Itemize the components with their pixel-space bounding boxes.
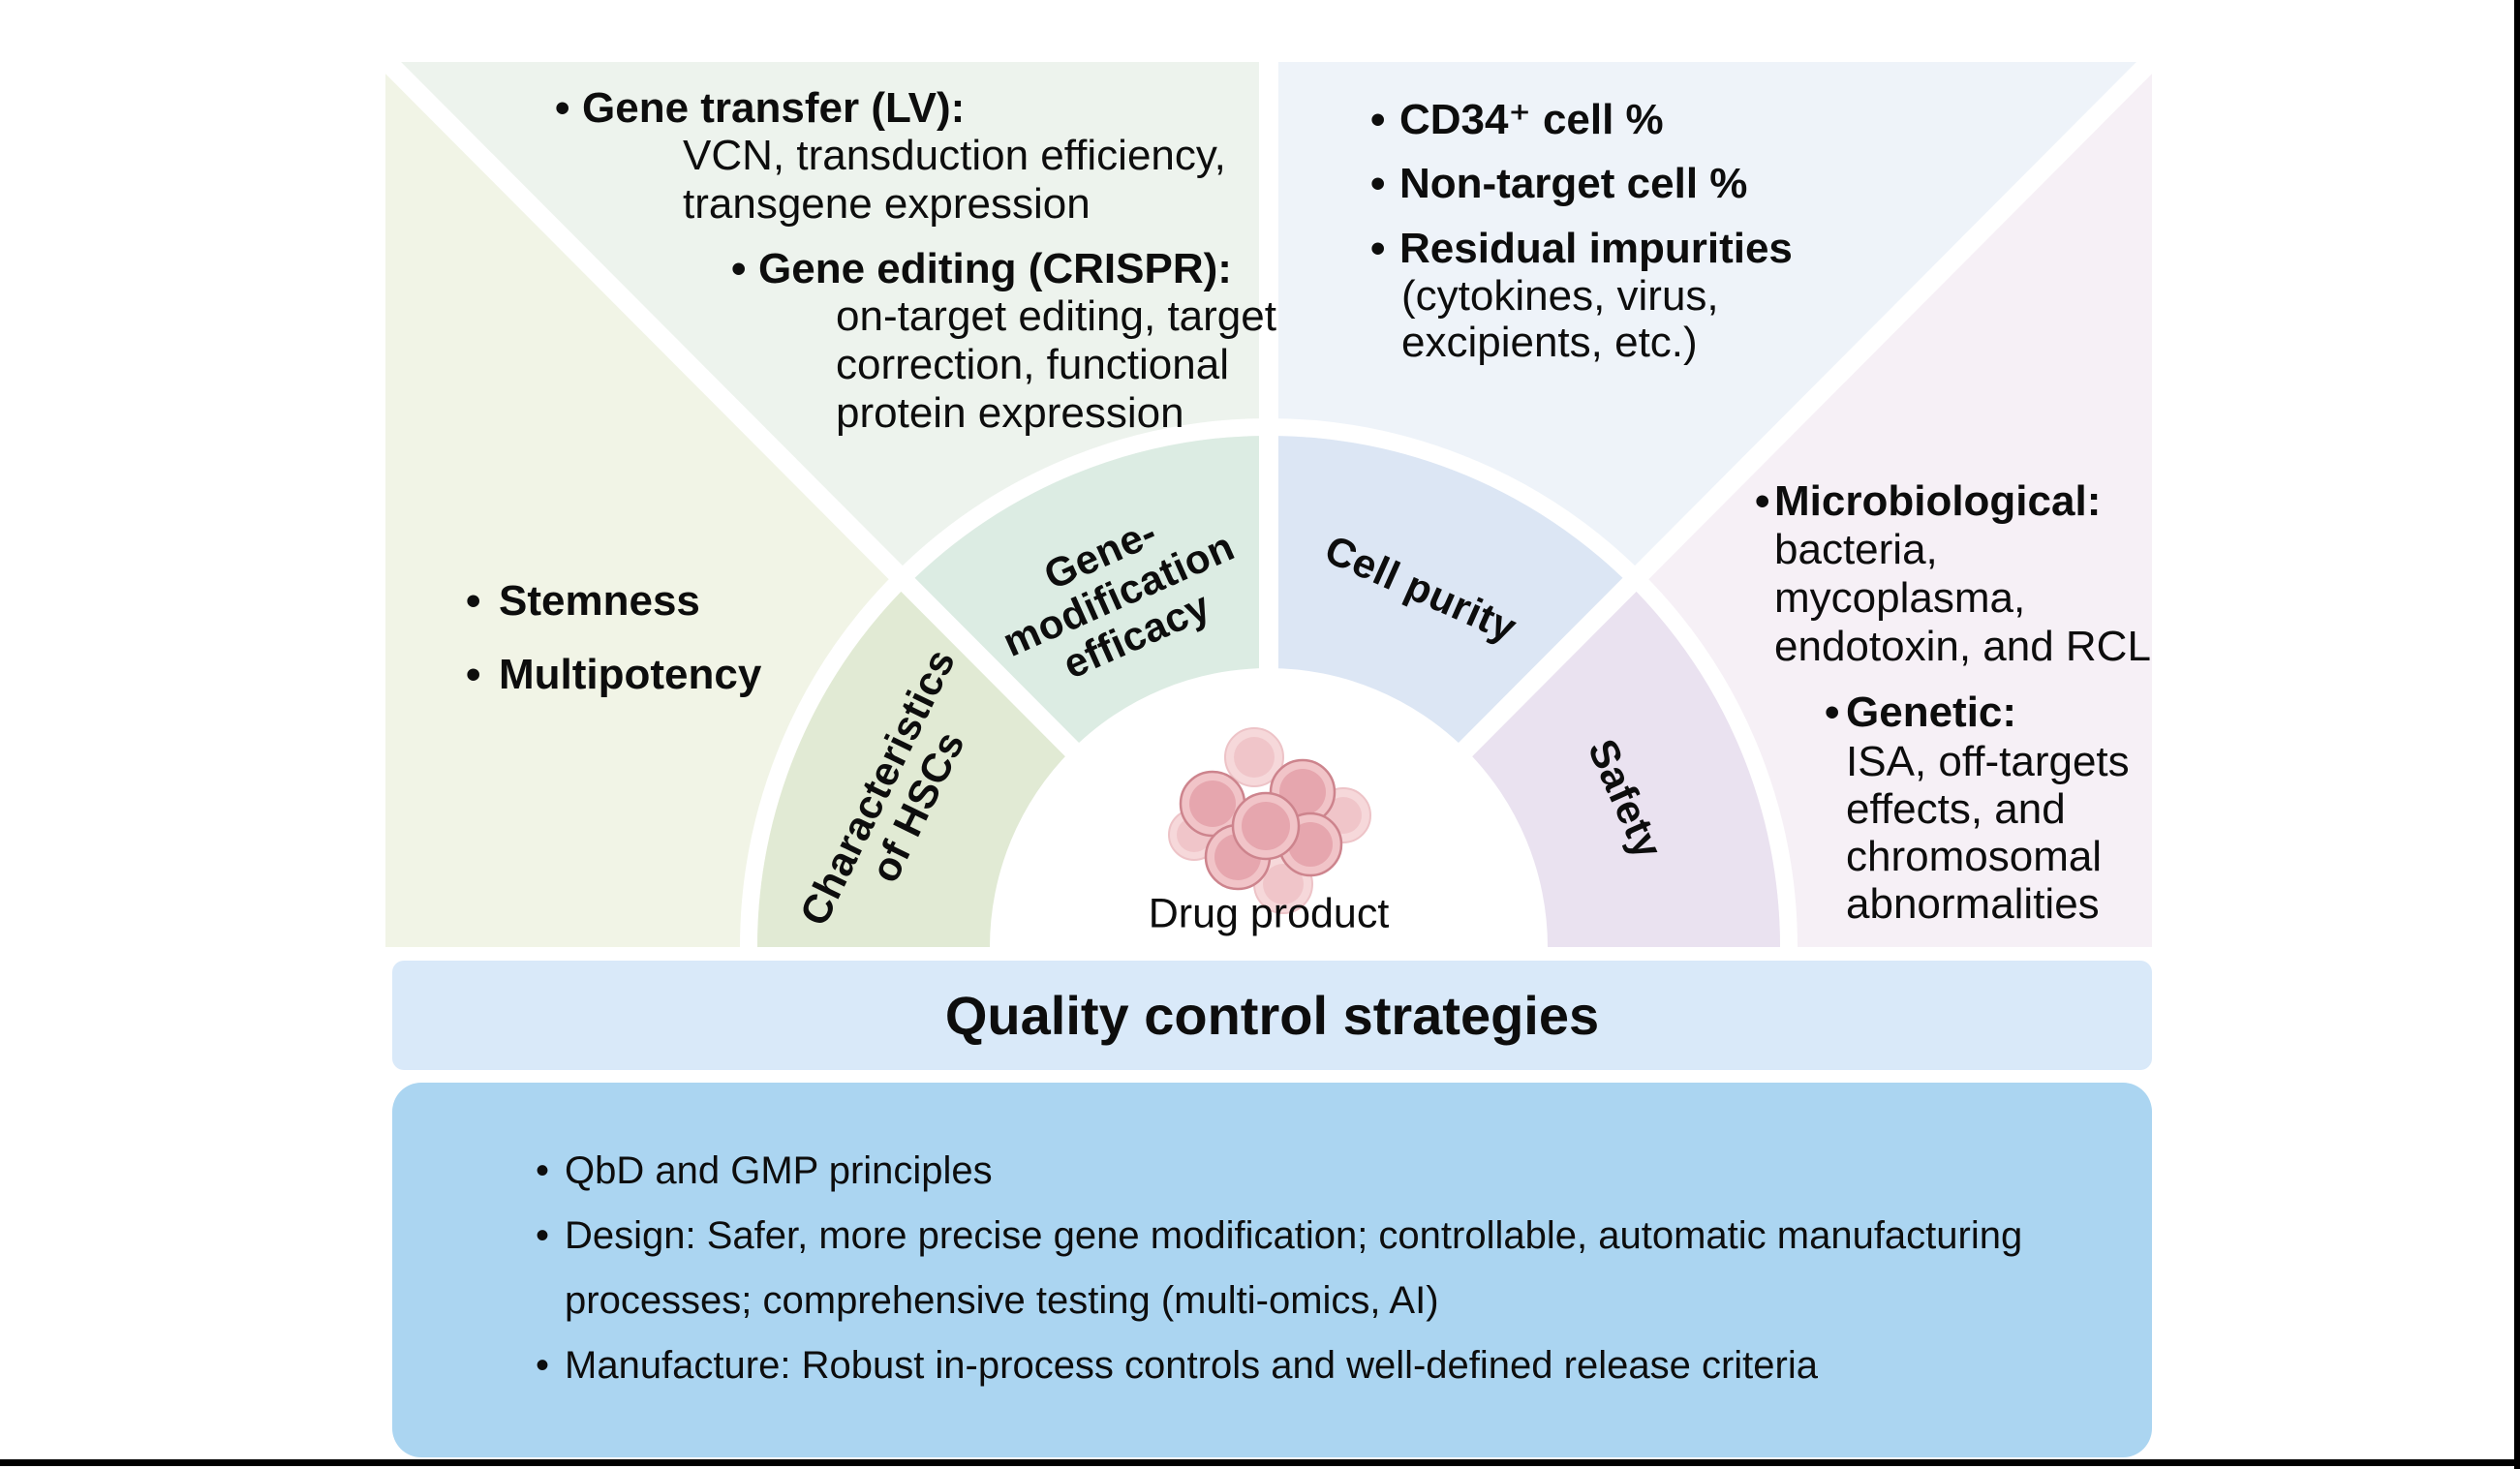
bottom-border-line [0, 1459, 2520, 1466]
drug-product-label: Drug product [1148, 890, 1390, 937]
microbiological-title: Microbiological: [1755, 477, 2101, 526]
residual-impurities-item: Residual impurities [1370, 225, 1793, 273]
gene-editing-detail-line: on-target editing, target [836, 292, 1276, 340]
gene-transfer-details: VCN, transduction efficiency, transgene … [683, 132, 1226, 229]
genetic-title: Genetic: [1825, 689, 2016, 737]
quality-control-banner: Quality control strategies [392, 961, 2152, 1070]
strategy-item: Design: Safer, more precise gene modific… [536, 1204, 2075, 1333]
stemness-item: Stemness [466, 577, 700, 626]
strategies-list: QbD and GMP principles Design: Safer, mo… [536, 1139, 2075, 1398]
microbiological-detail-line: bacteria, [1774, 526, 1938, 573]
gene-editing-detail-line: correction, functional [836, 341, 1229, 388]
gene-editing-title: Gene editing (CRISPR): [731, 245, 1232, 293]
genetic-detail-line: effects, and [1846, 785, 2066, 833]
microbiological-detail-line: mycoplasma, [1774, 574, 2026, 622]
residual-detail-line: excipients, etc.) [1401, 319, 1698, 366]
genetic-detail-line: abnormalities [1846, 880, 2100, 928]
microbiological-detail-line: endotoxin, and RCL [1774, 623, 2151, 670]
strategies-box: QbD and GMP principles Design: Safer, mo… [392, 1083, 2152, 1457]
residual-detail-line: (cytokines, virus, [1401, 272, 1719, 320]
multipotency-item: Multipotency [466, 651, 761, 699]
right-border-line [2514, 0, 2520, 1469]
genetic-detail-line: chromosomal [1846, 833, 2103, 880]
strategy-item: Manufacture: Robust in-process controls … [536, 1333, 2075, 1398]
cd34-item: CD34⁺ cell % [1370, 96, 1664, 144]
gene-transfer-detail-line: transgene expression [683, 180, 1091, 228]
non-target-item: Non-target cell % [1370, 160, 1747, 208]
cell-cluster-icon [1168, 727, 1371, 914]
gene-transfer-title: Gene transfer (LV): [555, 84, 965, 133]
microbiological-details: bacteria, mycoplasma, endotoxin, and RCL [1774, 526, 2151, 671]
gene-editing-details: on-target editing, target correction, fu… [836, 292, 1276, 438]
banner-title: Quality control strategies [944, 985, 1600, 1046]
strategy-item: QbD and GMP principles [536, 1139, 2075, 1204]
genetic-detail-line: ISA, off-targets [1846, 738, 2130, 785]
residual-impurities-details: (cytokines, virus, excipients, etc.) [1401, 273, 1719, 366]
gene-editing-detail-line: protein expression [836, 389, 1184, 437]
gene-transfer-detail-line: VCN, transduction efficiency, [683, 132, 1226, 179]
genetic-details: ISA, off-targets effects, and chromosoma… [1846, 738, 2130, 928]
